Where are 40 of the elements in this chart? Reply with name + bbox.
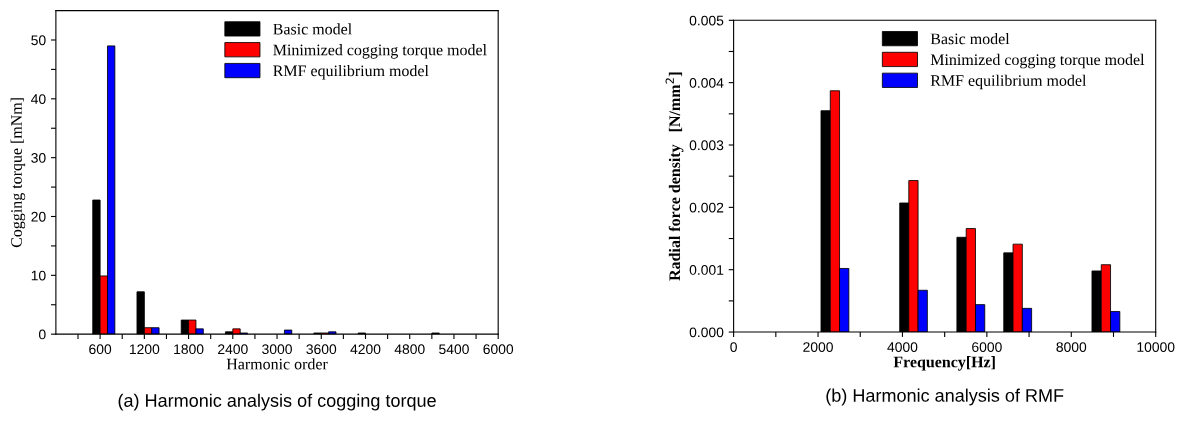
x-tick-label: 600	[89, 344, 112, 355]
legend-label: Minimized cogging torque model	[930, 53, 1145, 69]
y-tick-label: 0.003	[689, 140, 724, 151]
x-tick-label: 1800	[174, 344, 204, 355]
x-tick-label: 6000	[972, 342, 1002, 352]
y-tick-label: 0.001	[689, 265, 724, 275]
legend-label: RMF equilibrium model	[930, 74, 1087, 90]
x-tick-label: 4800	[394, 344, 425, 355]
text: (b) Harmonic analysis of RMF	[826, 388, 1064, 406]
x-tick-label: 6000	[483, 344, 514, 355]
legend-label: Minimized cogging torque model	[273, 44, 487, 59]
x-tick-label: 2400	[218, 344, 248, 355]
y-axis-title: Radial force density [N/mm$^{2}$]	[665, 72, 684, 281]
y-axis-title: Cogging torque [mNm]	[10, 98, 26, 248]
legend-label: RMF equilibrium model	[273, 64, 429, 80]
y-tick-label: 10	[31, 270, 46, 281]
x-tick-label: 5400	[439, 344, 469, 355]
y-tick-label: 20	[31, 211, 46, 222]
y-tick-label: 50	[31, 35, 46, 46]
y-tick-label: 40	[31, 94, 46, 104]
y-tick-label: 0.005	[689, 15, 724, 26]
text: (a) Harmonic analysis of cogging torque	[118, 393, 436, 411]
y-tick-label: 0	[38, 329, 46, 340]
x-axis-title: Harmonic order	[226, 358, 328, 370]
x-tick-label: 10000	[1137, 342, 1175, 352]
legend-label: Basic model	[930, 33, 1010, 45]
x-tick-label: 4000	[887, 342, 918, 352]
y-tick-label: 0.004	[689, 77, 724, 88]
x-tick-label: 2000	[803, 342, 833, 352]
x-tick-label: 3000	[262, 344, 292, 355]
x-tick-label: 1200	[129, 344, 160, 355]
y-tick-label: 0.000	[689, 327, 724, 338]
x-tick-label: 8000	[1056, 342, 1087, 352]
x-tick-label: 3600	[306, 344, 337, 355]
x-tick-label: 4200	[350, 344, 381, 355]
y-tick-label: 30	[31, 153, 46, 163]
legend-label: Basic model	[273, 23, 352, 35]
y-tick-label: 0.002	[689, 202, 724, 213]
x-axis-title: Frequency[Hz]	[893, 356, 995, 371]
x-tick-label: 0	[730, 342, 737, 352]
